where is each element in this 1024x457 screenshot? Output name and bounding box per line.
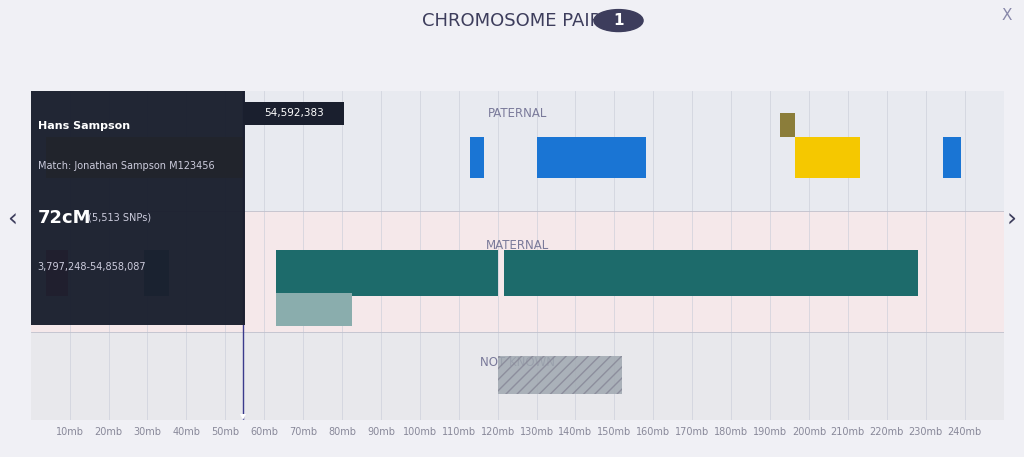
Text: 20mb: 20mb	[94, 427, 123, 437]
Bar	[943, 137, 961, 178]
Text: 130mb: 130mb	[519, 427, 554, 437]
Text: 90mb: 90mb	[367, 427, 395, 437]
Bar	[275, 293, 352, 325]
Text: 60mb: 60mb	[250, 427, 279, 437]
Text: 40mb: 40mb	[172, 427, 201, 437]
Bar	[780, 113, 796, 137]
Text: 120mb: 120mb	[480, 427, 515, 437]
Text: 180mb: 180mb	[714, 427, 749, 437]
Text: 230mb: 230mb	[908, 427, 943, 437]
Text: 220mb: 220mb	[869, 427, 904, 437]
Bar	[498, 356, 623, 394]
Text: 70mb: 70mb	[289, 427, 317, 437]
Bar	[243, 101, 344, 125]
Text: PATERNAL: PATERNAL	[487, 106, 547, 120]
Bar	[45, 250, 68, 296]
Text: 160mb: 160mb	[636, 427, 671, 437]
Text: 10mb: 10mb	[55, 427, 84, 437]
Text: 54,592,383: 54,592,383	[264, 108, 324, 118]
Text: NOT KNOWN: NOT KNOWN	[479, 356, 555, 369]
Text: 100mb: 100mb	[402, 427, 437, 437]
Bar	[470, 137, 484, 178]
Bar	[31, 332, 1004, 420]
Text: 200mb: 200mb	[792, 427, 826, 437]
Bar	[45, 137, 245, 178]
Text: ‹: ‹	[7, 207, 17, 231]
Bar	[504, 250, 918, 296]
Text: MATERNAL: MATERNAL	[485, 239, 549, 252]
Text: 150mb: 150mb	[597, 427, 632, 437]
Bar	[537, 137, 645, 178]
Text: 72cM: 72cM	[38, 208, 91, 227]
Bar	[143, 250, 169, 296]
Text: ›: ›	[1007, 207, 1017, 231]
Text: Match: Jonathan Sampson M123456: Match: Jonathan Sampson M123456	[38, 161, 214, 171]
Text: 50mb: 50mb	[211, 427, 240, 437]
Text: 110mb: 110mb	[441, 427, 476, 437]
Text: Hans Sampson: Hans Sampson	[38, 122, 130, 132]
Text: 80mb: 80mb	[328, 427, 356, 437]
Text: 30mb: 30mb	[133, 427, 162, 437]
Text: 190mb: 190mb	[753, 427, 787, 437]
Text: 140mb: 140mb	[558, 427, 593, 437]
Text: 3,797,248-54,858,087: 3,797,248-54,858,087	[38, 261, 146, 271]
Text: 170mb: 170mb	[675, 427, 710, 437]
Bar	[796, 137, 859, 178]
Text: (5,513 SNPs): (5,513 SNPs)	[88, 213, 152, 223]
Bar	[31, 91, 245, 325]
Text: 1: 1	[613, 13, 624, 28]
Text: X: X	[1001, 9, 1012, 23]
Text: 240mb: 240mb	[947, 427, 982, 437]
Bar	[31, 212, 1004, 332]
Text: CHROMOSOME PAIR: CHROMOSOME PAIR	[422, 11, 602, 30]
Bar	[275, 250, 498, 296]
Bar	[31, 91, 1004, 212]
Text: 210mb: 210mb	[830, 427, 865, 437]
